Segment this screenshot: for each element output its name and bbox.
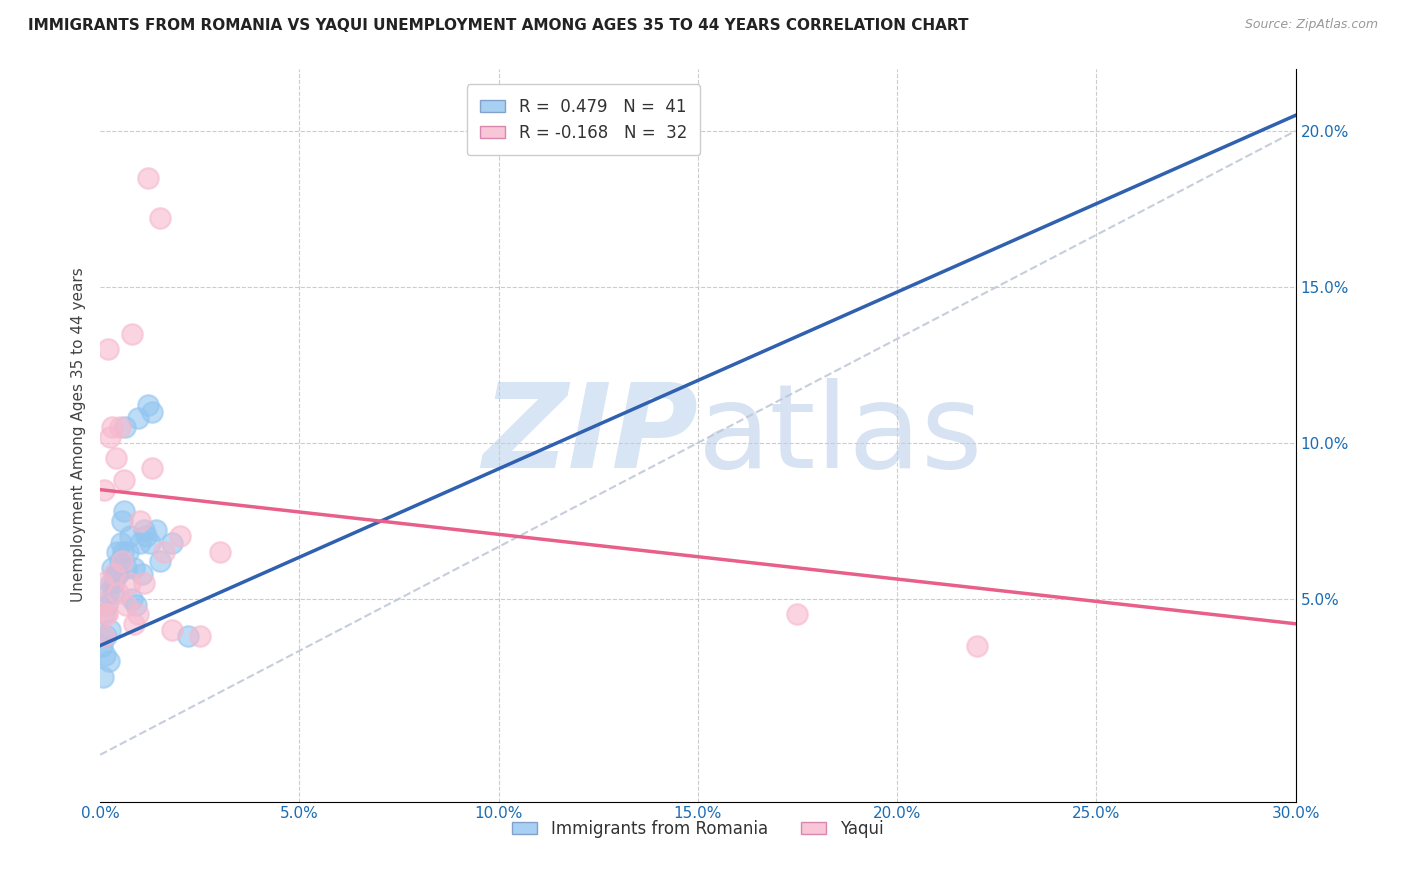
Point <box>131 566 153 581</box>
Point <box>135 529 157 543</box>
Point <box>96 607 118 622</box>
Point <box>122 616 145 631</box>
Point <box>96 598 118 612</box>
Point <box>111 514 134 528</box>
Point <box>141 404 163 418</box>
Point <box>115 598 138 612</box>
Point <box>101 560 124 574</box>
Point <box>132 576 155 591</box>
Point <box>114 420 136 434</box>
Point <box>105 451 128 466</box>
Point <box>104 566 127 581</box>
Point <box>112 504 135 518</box>
Point <box>136 170 159 185</box>
Point <box>125 598 148 612</box>
Point <box>108 420 131 434</box>
Legend: Immigrants from Romania, Yaqui: Immigrants from Romania, Yaqui <box>506 814 890 845</box>
Point <box>127 607 149 622</box>
Point <box>208 545 231 559</box>
Point <box>103 576 125 591</box>
Text: ZIP: ZIP <box>482 377 697 492</box>
Point <box>112 473 135 487</box>
Point <box>966 639 988 653</box>
Point <box>112 545 135 559</box>
Point <box>93 483 115 497</box>
Point <box>110 535 132 549</box>
Y-axis label: Unemployment Among Ages 35 to 44 years: Unemployment Among Ages 35 to 44 years <box>72 268 86 602</box>
Point <box>160 535 183 549</box>
Point <box>127 410 149 425</box>
Point <box>98 623 121 637</box>
Point <box>93 607 115 622</box>
Point <box>132 523 155 537</box>
Point <box>129 514 152 528</box>
Point <box>139 535 162 549</box>
Point <box>177 629 200 643</box>
Point <box>107 566 129 581</box>
Point <box>111 554 134 568</box>
Point <box>117 545 139 559</box>
Point <box>118 529 141 543</box>
Point <box>108 554 131 568</box>
Point <box>94 629 117 643</box>
Point <box>97 654 120 668</box>
Point <box>188 629 211 643</box>
Text: Source: ZipAtlas.com: Source: ZipAtlas.com <box>1244 18 1378 31</box>
Point <box>121 326 143 341</box>
Point <box>98 429 121 443</box>
Point <box>105 545 128 559</box>
Text: atlas: atlas <box>697 377 983 492</box>
Point <box>107 585 129 599</box>
Point <box>136 398 159 412</box>
Point <box>91 639 114 653</box>
Point <box>97 343 120 357</box>
Point <box>94 648 117 662</box>
Point <box>93 629 115 643</box>
Point <box>141 460 163 475</box>
Point <box>122 560 145 574</box>
Point <box>101 420 124 434</box>
Point <box>91 598 114 612</box>
Point <box>115 560 138 574</box>
Point <box>121 591 143 606</box>
Point <box>149 554 172 568</box>
Point <box>101 585 124 599</box>
Point <box>91 576 114 591</box>
Point <box>129 535 152 549</box>
Point <box>153 545 176 559</box>
Text: IMMIGRANTS FROM ROMANIA VS YAQUI UNEMPLOYMENT AMONG AGES 35 TO 44 YEARS CORRELAT: IMMIGRANTS FROM ROMANIA VS YAQUI UNEMPLO… <box>28 18 969 33</box>
Point <box>91 670 114 684</box>
Point <box>786 607 808 622</box>
Point <box>103 566 125 581</box>
Point <box>118 576 141 591</box>
Point <box>94 607 117 622</box>
Point <box>169 529 191 543</box>
Point <box>97 585 120 599</box>
Point <box>145 523 167 537</box>
Point <box>149 211 172 226</box>
Point <box>100 576 122 591</box>
Point <box>160 623 183 637</box>
Point <box>105 566 128 581</box>
